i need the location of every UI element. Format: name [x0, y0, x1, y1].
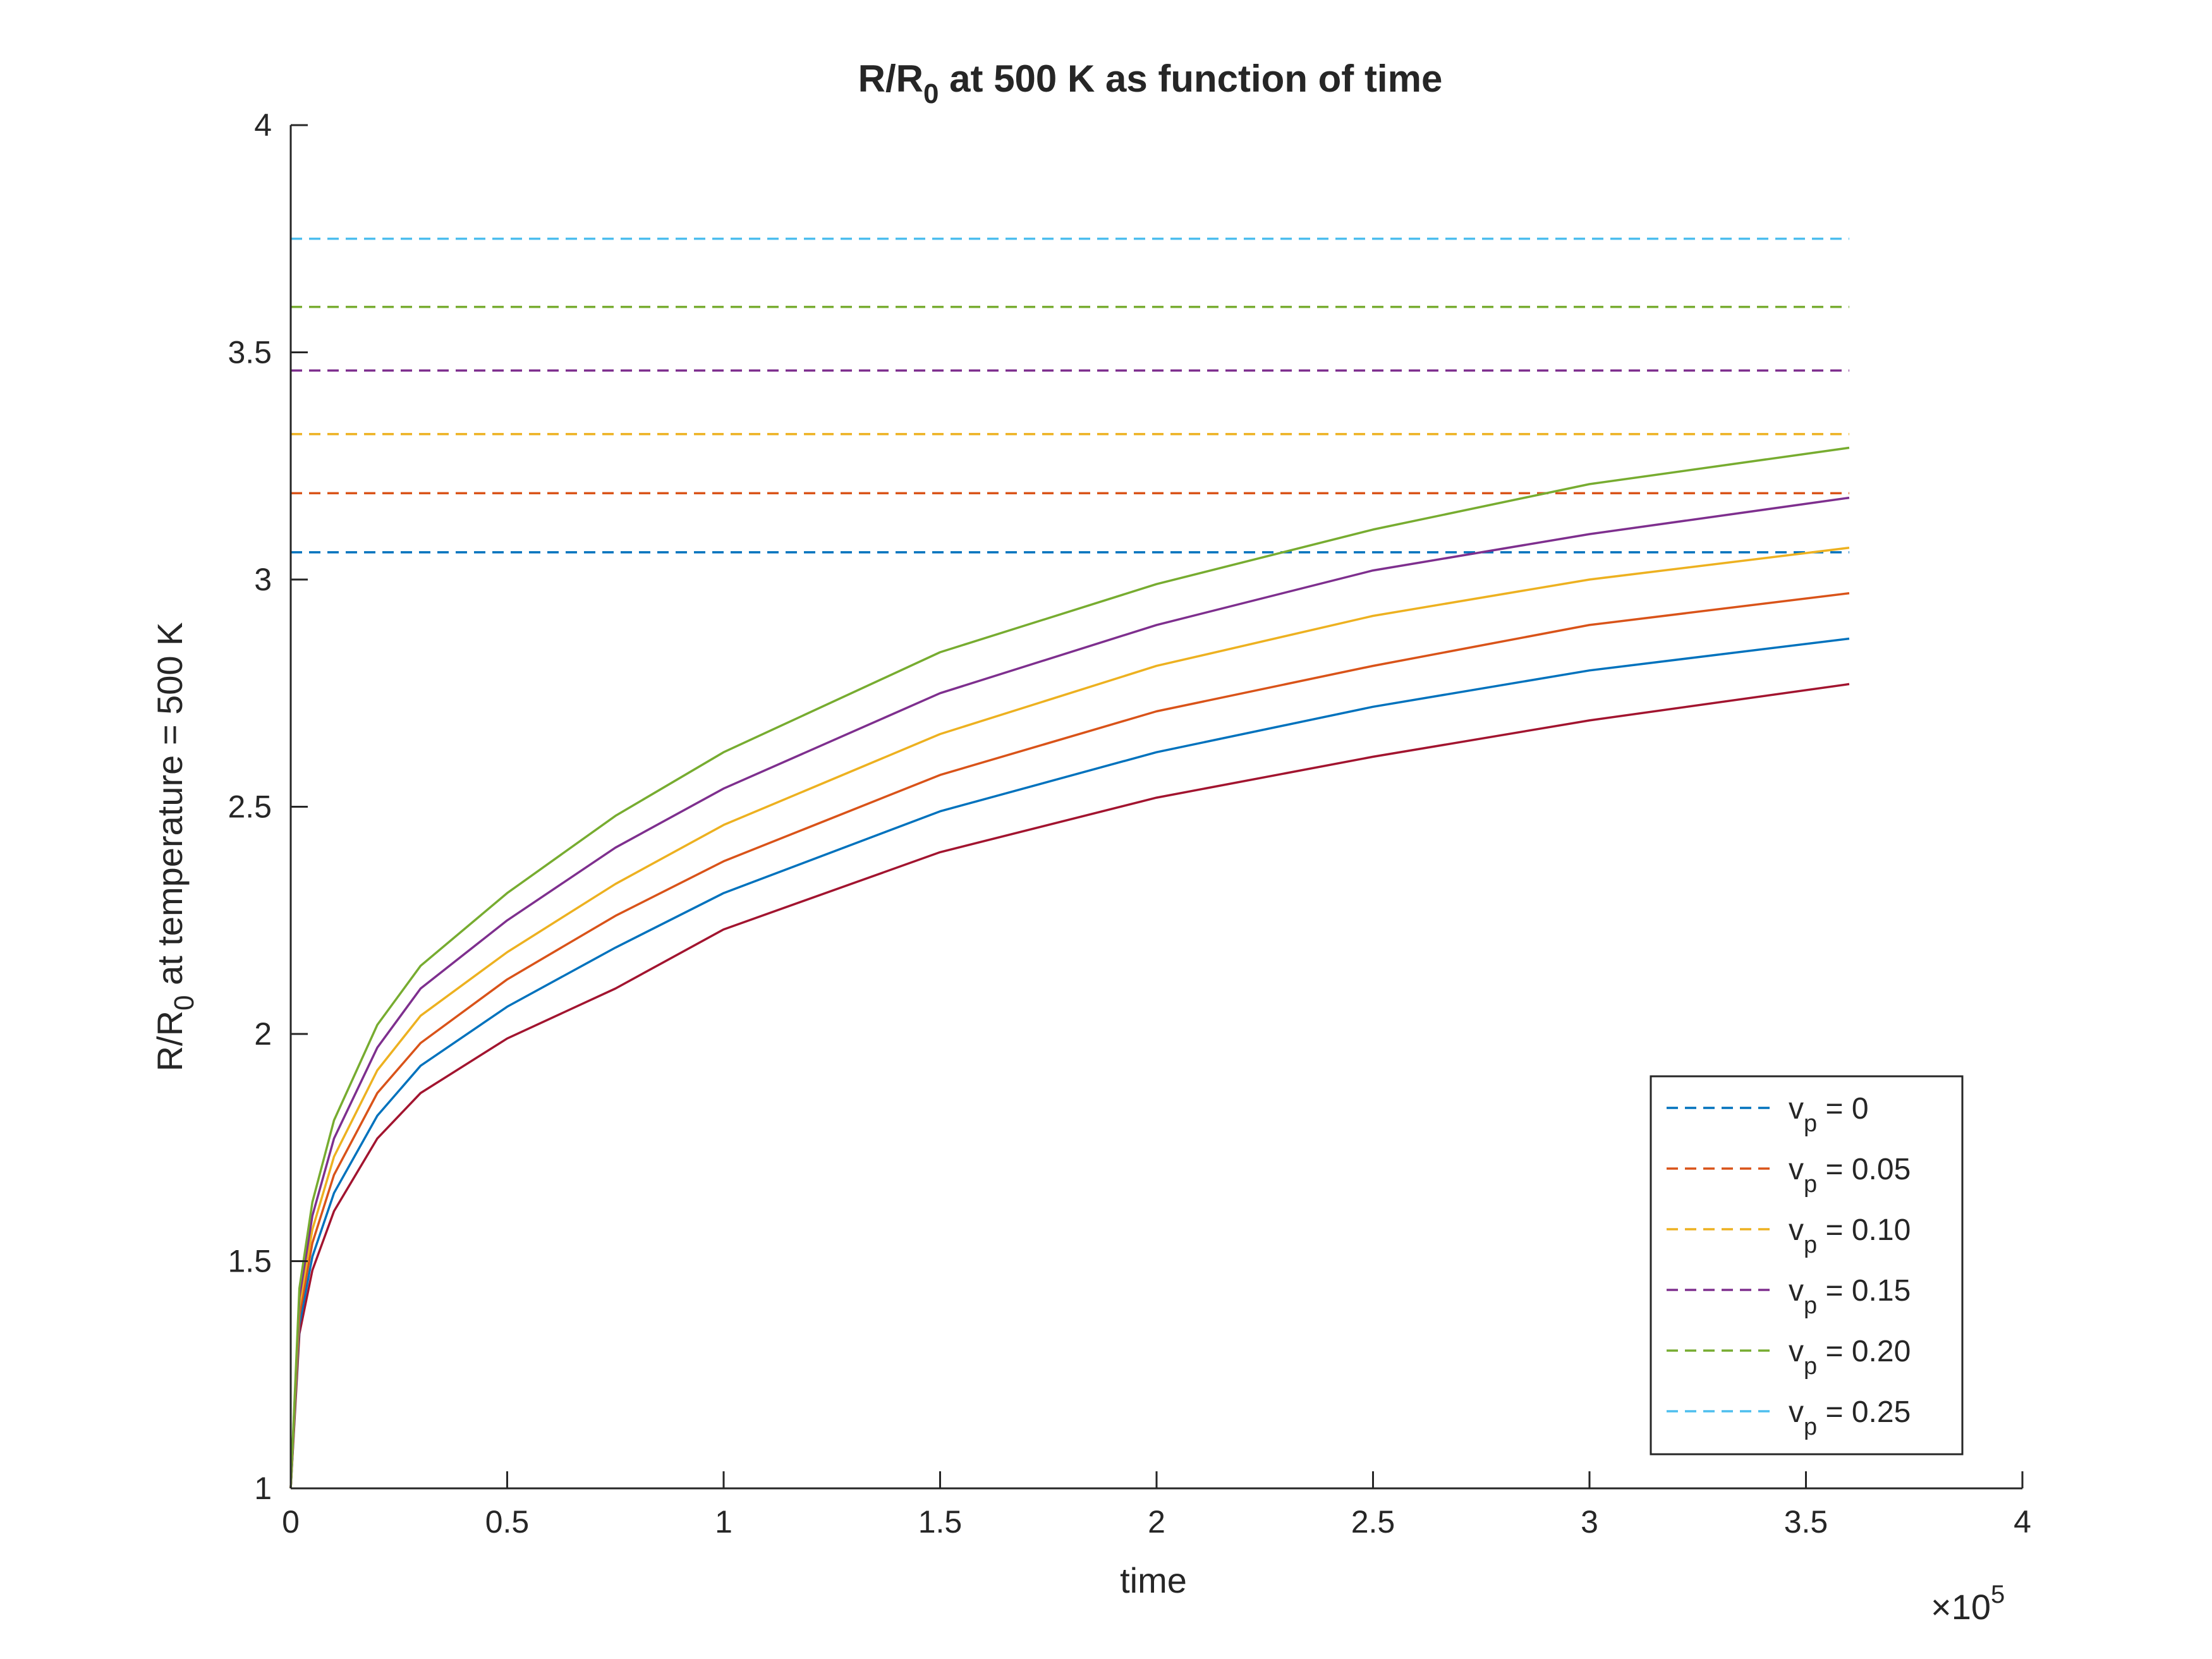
solid-series-line-5 — [289, 446, 1850, 1489]
chart-title-rest: at 500 K as function of time — [939, 58, 1443, 100]
legend-entry-subscript: p — [1804, 1414, 1817, 1440]
legend-entry-subscript: p — [1804, 1110, 1817, 1137]
chart-title-main: R/R — [858, 58, 923, 100]
solid-series-line-4 — [289, 496, 1850, 1489]
legend-entry-subscript: p — [1804, 1232, 1817, 1258]
chart-title-subscript: 0 — [923, 78, 939, 109]
legend-entry-value: = 0.15 — [1817, 1274, 1911, 1308]
legend-entry-symbol: v — [1789, 1335, 1804, 1368]
solid-series-line-2 — [289, 592, 1850, 1489]
y-tick-label: 1.5 — [228, 1244, 272, 1279]
x-tick-label: 3 — [1581, 1504, 1598, 1540]
legend-entry-symbol: v — [1789, 1395, 1804, 1429]
legend-entry-symbol: v — [1789, 1274, 1804, 1308]
y-axis-label-main: R/R — [150, 1011, 190, 1071]
legend-entry-value: = 0.10 — [1817, 1213, 1911, 1247]
solid-series-line-0 — [289, 683, 1850, 1489]
chart-title: R/R0 at 500 K as function of time — [858, 58, 1443, 109]
y-axis-label: R/R0 at temperature = 500 K — [150, 623, 200, 1072]
y-tick-label: 1 — [254, 1471, 272, 1506]
solid-series-line-1 — [289, 637, 1850, 1489]
y-tick-label: 2 — [254, 1016, 272, 1052]
legend-entry-5: vp = 0.25 — [1789, 1395, 1911, 1440]
legend-entry-value: = 0 — [1817, 1092, 1868, 1126]
legend-entry-value: = 0.05 — [1817, 1153, 1911, 1186]
legend-entry-4: vp = 0.20 — [1789, 1335, 1911, 1380]
y-tick-label: 4 — [254, 107, 272, 143]
legend-entry-symbol: v — [1789, 1092, 1804, 1126]
y-tick-label: 2.5 — [228, 789, 272, 825]
chart-title-text: R/R0 at 500 K as function of time — [858, 58, 1443, 109]
x-axis-exponent-power: 5 — [1991, 1581, 2005, 1608]
legend-entry-subscript: p — [1804, 1292, 1817, 1319]
legend-entry-subscript: p — [1804, 1171, 1817, 1198]
x-tick-label: 2 — [1148, 1504, 1165, 1540]
legend-entry-1: vp = 0.05 — [1789, 1153, 1911, 1198]
y-axis-ticks: 1 1.5 2 2.5 3 3.5 4 — [228, 107, 308, 1506]
x-axis-label: time — [1120, 1560, 1187, 1600]
x-tick-label: 0.5 — [485, 1504, 530, 1540]
y-axis-label-rest: at temperature = 500 K — [150, 623, 190, 995]
solid-series-line-3 — [289, 546, 1850, 1489]
x-tick-label: 1 — [715, 1504, 732, 1540]
legend-entry-symbol: v — [1789, 1213, 1804, 1247]
legend-entry-subscript: p — [1804, 1353, 1817, 1380]
x-tick-label: 4 — [2014, 1504, 2031, 1540]
legend-entry-0: vp = 0 — [1789, 1092, 1869, 1137]
x-tick-label: 1.5 — [918, 1504, 963, 1540]
legend-entry-3: vp = 0.15 — [1789, 1274, 1911, 1319]
x-axis-ticks: 0 0.5 1 1.5 2 2.5 3 3.5 4 — [282, 1471, 2031, 1540]
legend-entry-symbol: v — [1789, 1153, 1804, 1186]
legend-entry-value: = 0.25 — [1817, 1395, 1911, 1429]
x-tick-label: 2.5 — [1351, 1504, 1395, 1540]
x-axis-exponent: ×105 — [1931, 1581, 2005, 1627]
y-axis-label-subscript: 0 — [169, 995, 200, 1010]
x-tick-label: 3.5 — [1784, 1504, 1828, 1540]
plot-area — [289, 238, 1850, 1489]
legend-entry-2: vp = 0.10 — [1789, 1213, 1911, 1258]
y-tick-label: 3 — [254, 562, 272, 597]
legend-box — [1650, 1075, 1964, 1455]
legend-entry-value: = 0.20 — [1817, 1335, 1911, 1368]
x-axis-exponent-base: ×10 — [1931, 1587, 1991, 1627]
y-tick-label: 3.5 — [228, 335, 272, 370]
x-tick-label: 0 — [282, 1504, 300, 1540]
